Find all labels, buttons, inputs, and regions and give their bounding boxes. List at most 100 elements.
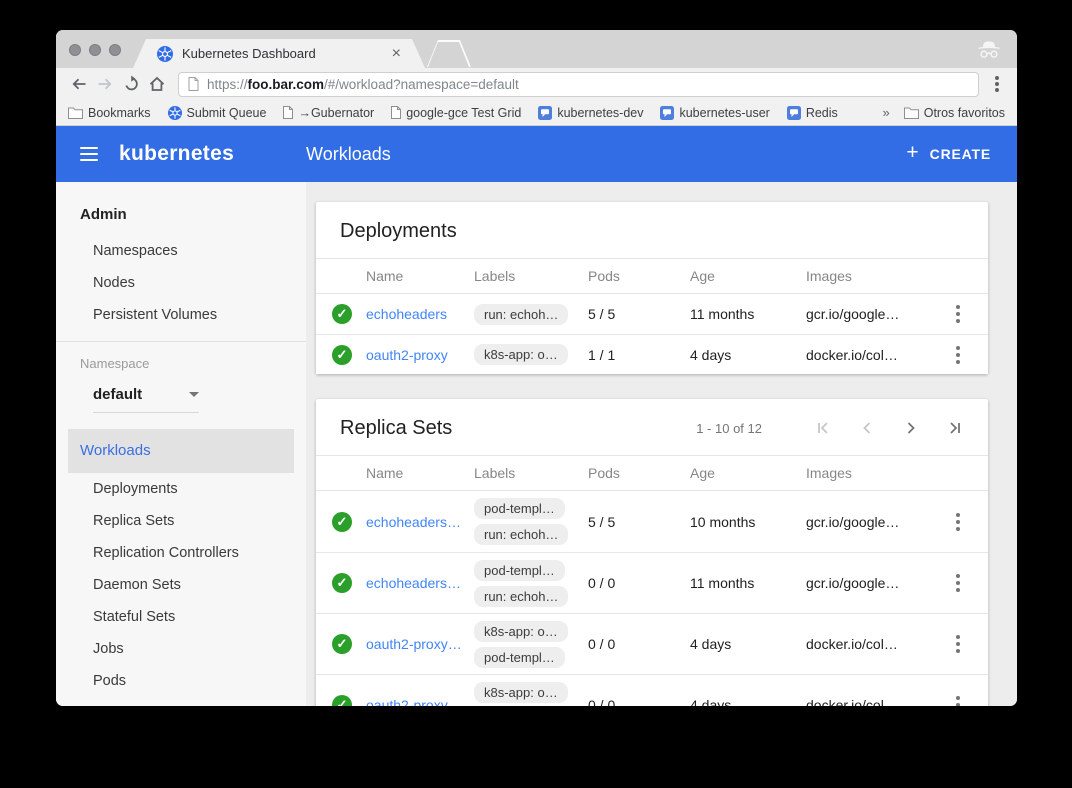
- bookmark-label: Submit Queue: [186, 105, 267, 120]
- sidebar-item-workloads[interactable]: Workloads: [68, 429, 294, 473]
- url-path: /#/workload?namespace=default: [324, 76, 519, 92]
- sidebar-item-pods[interactable]: Pods: [93, 673, 127, 689]
- next-page-icon[interactable]: [902, 419, 920, 437]
- resource-link[interactable]: oauth2-proxy…: [366, 636, 462, 652]
- zoom-window-button[interactable]: [109, 44, 121, 56]
- table-row: echoheaders… pod-templ… run: echoh… 5 / …: [316, 491, 988, 552]
- chat-icon: [786, 105, 801, 120]
- chevron-down-icon: [189, 392, 199, 397]
- table-header: Name Labels Pods Age Images: [316, 258, 988, 294]
- table-row: oauth2-proxy… k8s-app: o… pod-templ… 0 /…: [316, 674, 988, 706]
- age-cell: 10 months: [690, 513, 756, 530]
- url-scheme: https://: [207, 76, 248, 92]
- table-row: oauth2-proxy… k8s-app: o… pod-templ… 0 /…: [316, 613, 988, 674]
- kubernetes-icon: [157, 45, 173, 62]
- row-menu-icon[interactable]: [956, 703, 960, 706]
- browser-menu-icon[interactable]: [995, 82, 999, 86]
- column-age: Age: [690, 465, 715, 481]
- status-ok-icon: [332, 634, 352, 654]
- bookmark-item[interactable]: →Gubernator: [283, 106, 374, 120]
- back-button[interactable]: [66, 71, 92, 97]
- namespace-select[interactable]: default: [93, 386, 199, 413]
- sidebar-item-daemon-sets[interactable]: Daemon Sets: [93, 577, 181, 593]
- namespace-label: Namespace: [80, 356, 150, 371]
- age-cell: 11 months: [690, 306, 755, 322]
- pagination: 1 - 10 of 12: [696, 419, 964, 437]
- column-labels: Labels: [474, 465, 516, 481]
- url-bar[interactable]: https://foo.bar.com/#/workload?namespace…: [178, 71, 979, 97]
- chat-icon: [538, 105, 553, 120]
- images-cell: docker.io/col…: [806, 346, 898, 363]
- age-cell: 4 days: [690, 697, 732, 706]
- sidebar-item-namespaces[interactable]: Namespaces: [93, 243, 178, 259]
- images-cell: gcr.io/google…: [806, 575, 900, 591]
- age-cell: 4 days: [690, 636, 732, 652]
- bookmark-label: Otros favoritos: [923, 105, 1005, 120]
- bookmark-label: kubernetes-user: [679, 105, 770, 120]
- row-menu-icon[interactable]: [956, 581, 960, 585]
- app-logo: kubernetes: [119, 142, 235, 165]
- browser-tab[interactable]: Kubernetes Dashboard: [133, 39, 425, 68]
- home-button[interactable]: [144, 71, 170, 97]
- sidebar-item-jobs[interactable]: Jobs: [93, 641, 124, 657]
- folder-icon: [903, 107, 919, 119]
- reload-button[interactable]: [118, 71, 144, 97]
- forward-button[interactable]: [92, 71, 118, 97]
- resource-link[interactable]: echoheaders…: [366, 575, 461, 591]
- new-tab-button[interactable]: [427, 40, 471, 67]
- bookmark-label: google-gce Test Grid: [406, 105, 522, 120]
- close-window-button[interactable]: [69, 44, 81, 56]
- bookmark-folder-otros[interactable]: Otros favoritos: [903, 105, 1005, 120]
- namespace-value: default: [93, 386, 143, 403]
- label-chip: k8s-app: o…: [474, 681, 568, 703]
- sidebar-divider: [56, 341, 306, 342]
- resource-link[interactable]: oauth2-proxy: [366, 346, 448, 363]
- row-menu-icon[interactable]: [956, 642, 960, 646]
- bookmark-item[interactable]: google-gce Test Grid: [391, 106, 521, 120]
- bookmarks-bar: Bookmarks Submit Queue →Gubernator googl…: [56, 100, 1017, 126]
- chat-icon: [660, 105, 675, 120]
- sidebar-item-deployments[interactable]: Deployments: [93, 481, 178, 497]
- tab-close-icon[interactable]: [392, 46, 401, 61]
- sidebar-section-admin: Admin: [80, 206, 127, 223]
- bookmark-item[interactable]: kubernetes-user: [660, 105, 770, 120]
- images-cell: docker.io/col…: [806, 636, 898, 652]
- page-title: Workloads: [306, 143, 391, 164]
- images-cell: gcr.io/google…: [806, 513, 900, 530]
- bookmark-item[interactable]: Redis: [786, 105, 838, 120]
- row-menu-icon[interactable]: [956, 519, 960, 524]
- bookmark-item[interactable]: Submit Queue: [167, 105, 267, 120]
- browser-toolbar: https://foo.bar.com/#/workload?namespace…: [56, 68, 1017, 100]
- first-page-icon[interactable]: [814, 419, 832, 437]
- hamburger-menu-icon[interactable]: [80, 147, 98, 161]
- sidebar-item-replication-controllers[interactable]: Replication Controllers: [93, 545, 239, 561]
- window-controls: [69, 44, 121, 56]
- page-icon: [188, 77, 199, 91]
- minimize-window-button[interactable]: [89, 44, 101, 56]
- sidebar-item-replica-sets[interactable]: Replica Sets: [93, 513, 175, 529]
- pods-cell: 1 / 1: [588, 346, 616, 363]
- bookmark-label: kubernetes-dev: [557, 105, 644, 120]
- sidebar-item-nodes[interactable]: Nodes: [93, 275, 135, 291]
- label-chip: pod-templ…: [474, 559, 565, 581]
- bookmark-item[interactable]: kubernetes-dev: [538, 105, 644, 120]
- resource-link[interactable]: echoheaders: [366, 306, 447, 322]
- bookmarks-overflow-chevron[interactable]: [882, 105, 895, 120]
- sidebar-item-persistent-volumes[interactable]: Persistent Volumes: [93, 307, 218, 323]
- age-cell: 11 months: [690, 575, 755, 591]
- pagination-label: 1 - 10 of 12: [696, 420, 762, 436]
- bookmark-label: Redis: [805, 105, 838, 120]
- card-title: Deployments: [340, 220, 457, 242]
- create-button[interactable]: CREATE: [906, 144, 991, 164]
- last-page-icon[interactable]: [946, 419, 964, 437]
- bookmark-item[interactable]: Bookmarks: [68, 106, 151, 120]
- row-menu-icon[interactable]: [956, 352, 960, 357]
- bookmark-label: Bookmarks: [88, 105, 151, 120]
- previous-page-icon[interactable]: [858, 419, 876, 437]
- resource-link[interactable]: oauth2-proxy…: [366, 697, 462, 706]
- row-menu-icon[interactable]: [956, 312, 960, 316]
- resource-link[interactable]: echoheaders…: [366, 513, 461, 530]
- images-cell: docker.io/col…: [806, 697, 898, 706]
- table-header: Name Labels Pods Age Images: [316, 455, 988, 491]
- sidebar-item-stateful-sets[interactable]: Stateful Sets: [93, 609, 176, 625]
